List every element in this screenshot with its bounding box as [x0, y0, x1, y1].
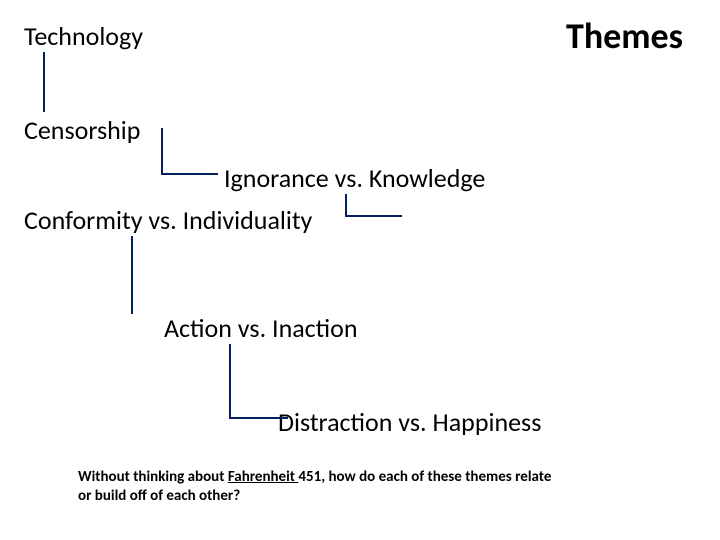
node-conformity: Conformity vs. Individuality — [24, 204, 312, 236]
node-censorship: Censorship — [24, 114, 140, 146]
footer-line2: or build off of each other? — [78, 487, 240, 505]
node-technology: Technology — [24, 20, 143, 52]
node-ignorance: Ignorance vs. Knowledge — [224, 162, 485, 194]
connector-action-distraction — [228, 344, 298, 424]
connector-censorship-ignorance — [160, 128, 220, 180]
node-action: Action vs. Inaction — [164, 312, 358, 344]
connector-conformity-action — [130, 236, 190, 320]
connector-ignorance-conformity — [344, 194, 404, 222]
page-title: Themes — [566, 14, 683, 58]
footer-line1-prefix: Without thinking about — [78, 468, 228, 486]
connector-technology-censorship — [42, 52, 82, 118]
node-distraction: Distraction vs. Happiness — [278, 406, 541, 438]
footer-underlined: Fahrenheit — [228, 468, 299, 486]
footer-line1-suffix: 451, how do each of these themes relate — [298, 468, 551, 486]
diagram-stage: Themes Technology Censorship Ignorance v… — [0, 0, 720, 540]
footer-question: Without thinking about Fahrenheit 451, h… — [78, 468, 551, 506]
